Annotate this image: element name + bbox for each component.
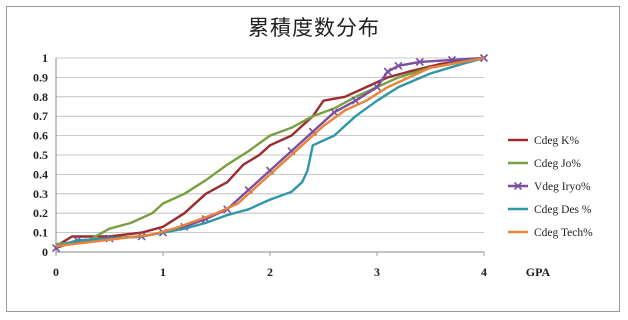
y-tick-label: 0.3: [33, 187, 48, 201]
y-tick-label: 0.7: [33, 109, 48, 123]
series-point: [351, 96, 360, 105]
x-axis-label: GPA: [526, 265, 551, 279]
y-tick-labels: 0 0.1 0.2 0.3 0.4 0.5 0.6 0.7 0.8 0.9 1: [33, 51, 48, 259]
legend-item: Vdeg Iryo%: [508, 181, 591, 193]
y-tick-label: 0.6: [33, 129, 48, 143]
x-tick-label: 4: [481, 265, 487, 279]
series-lines: [51, 53, 489, 253]
x-tick-label: 3: [374, 265, 380, 279]
series-point: [383, 67, 392, 76]
legend-item: Cdeg K%: [508, 135, 579, 147]
legend-label: Cdeg Tech%: [534, 227, 593, 239]
gridlines: [56, 57, 484, 253]
chart-title: 累積度数分布: [248, 16, 380, 40]
legend-item: Cdeg Jo%: [508, 158, 581, 170]
y-tick-label: 0.1: [33, 226, 48, 240]
y-tick-label: 0.2: [33, 206, 48, 220]
series-point: [415, 57, 424, 66]
y-tick-label: 0.5: [33, 148, 48, 162]
series-line: [55, 56, 485, 248]
chart-frame: [6, 6, 620, 312]
x-tick-label: 0: [53, 265, 59, 279]
series-line: [55, 56, 485, 250]
x-tick-labels: 0 1 2 3 4: [53, 265, 487, 279]
y-tick-label: 0.4: [33, 167, 48, 181]
x-tick-label: 2: [267, 265, 273, 279]
legend-item: Cdeg Des %: [508, 204, 592, 216]
legend-item: Cdeg Tech%: [508, 227, 593, 239]
series-point: [372, 83, 382, 92]
series-line: [55, 56, 485, 248]
series-line: [55, 56, 485, 248]
legend-label: Cdeg K%: [534, 135, 579, 147]
y-tick-label: 0: [42, 245, 48, 259]
legend-label: Vdeg Iryo%: [534, 181, 591, 193]
legend-label: Cdeg Des %: [534, 204, 592, 216]
y-tick-label: 1: [42, 51, 48, 65]
legend-label: Cdeg Jo%: [534, 158, 581, 170]
series-point: [330, 108, 339, 117]
y-tick-label: 0.8: [33, 90, 48, 104]
y-tick-label: 0.9: [33, 70, 48, 84]
series-point: [394, 61, 403, 70]
legend: Cdeg K% Cdeg Jo% Vdeg Iryo% Cdeg Des % Cdeg …: [508, 135, 593, 239]
series-line: [55, 56, 485, 246]
x-tick-label: 1: [160, 265, 166, 279]
axes: [55, 58, 485, 256]
